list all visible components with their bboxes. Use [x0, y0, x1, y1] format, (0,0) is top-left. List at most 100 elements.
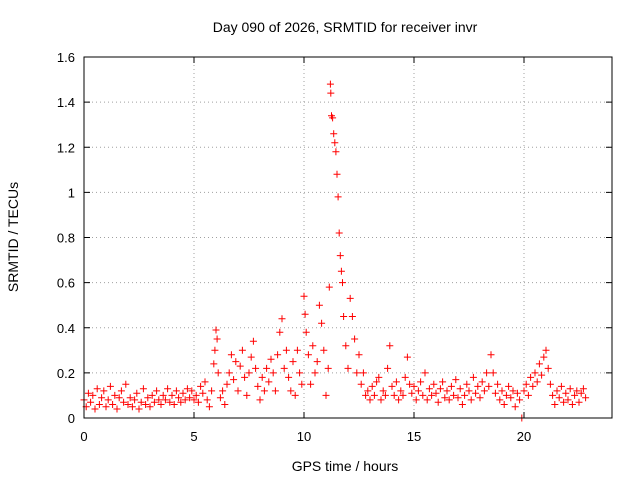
data-point	[301, 310, 309, 318]
data-point	[106, 382, 114, 390]
data-point	[478, 378, 486, 386]
data-point	[203, 396, 211, 404]
data-point	[406, 380, 414, 388]
data-point	[555, 394, 563, 402]
data-point	[579, 385, 587, 393]
data-point	[102, 403, 110, 411]
chart-title: Day 090 of 2026, SRMTID for receiver inv…	[213, 19, 478, 35]
data-point	[313, 358, 321, 366]
data-point	[399, 391, 407, 399]
data-point	[571, 391, 579, 399]
data-point	[351, 335, 359, 343]
data-point	[230, 376, 238, 384]
data-point	[335, 229, 343, 237]
data-point	[164, 385, 172, 393]
data-point	[507, 394, 515, 402]
plot-frame	[83, 56, 613, 419]
data-point	[166, 398, 174, 406]
data-point	[155, 396, 163, 404]
data-point	[333, 170, 341, 178]
data-point	[434, 398, 442, 406]
data-point	[179, 389, 187, 397]
data-point	[364, 387, 372, 395]
data-point	[241, 373, 249, 381]
data-point	[544, 364, 552, 372]
data-point	[245, 369, 253, 377]
data-point	[332, 148, 340, 156]
data-point	[447, 382, 455, 390]
data-point	[573, 387, 581, 395]
data-point	[91, 405, 99, 413]
data-point	[211, 346, 219, 354]
data-point	[379, 387, 387, 395]
data-point	[516, 396, 524, 404]
data-point	[117, 387, 125, 395]
data-point	[146, 403, 154, 411]
data-point	[135, 405, 143, 413]
data-point	[219, 387, 227, 395]
data-point	[562, 389, 570, 397]
data-point	[540, 353, 548, 361]
data-point	[397, 387, 405, 395]
data-point	[408, 389, 416, 397]
data-point	[100, 387, 108, 395]
data-point	[300, 292, 308, 300]
data-point	[177, 398, 185, 406]
data-point	[329, 114, 337, 122]
data-point	[236, 362, 244, 370]
data-point	[425, 385, 433, 393]
data-point	[331, 139, 339, 147]
data-point	[221, 401, 229, 408]
data-point	[377, 396, 385, 404]
data-point	[199, 389, 207, 397]
data-point	[104, 396, 112, 404]
data-point	[113, 405, 121, 413]
data-point	[265, 378, 273, 386]
data-point	[533, 378, 541, 386]
data-point	[109, 401, 117, 408]
data-point	[465, 387, 473, 395]
data-point	[509, 387, 517, 395]
data-point	[450, 391, 458, 399]
data-point	[491, 389, 499, 397]
data-point	[445, 396, 453, 404]
data-point	[421, 369, 429, 377]
data-point	[417, 378, 425, 386]
data-point	[120, 398, 128, 406]
data-point	[524, 391, 532, 399]
data-point	[474, 382, 482, 390]
data-point	[238, 346, 246, 354]
data-point	[263, 364, 271, 372]
x-tick-label: 10	[297, 429, 311, 444]
data-point	[131, 396, 139, 404]
data-point	[529, 382, 537, 390]
data-point	[153, 387, 161, 395]
data-point	[289, 358, 297, 366]
data-point	[225, 369, 233, 377]
data-point	[95, 401, 103, 408]
data-point	[336, 252, 344, 260]
y-tick-label: 0.2	[57, 366, 75, 381]
data-point	[291, 391, 299, 399]
data-point	[234, 387, 242, 395]
data-point	[194, 398, 202, 406]
data-point	[577, 389, 585, 397]
data-point	[373, 378, 381, 386]
data-point	[502, 391, 510, 399]
data-point	[370, 391, 378, 399]
data-point	[142, 401, 150, 408]
data-point	[307, 380, 315, 388]
data-point	[362, 391, 370, 399]
data-point	[357, 380, 365, 388]
data-point	[334, 193, 342, 201]
data-point	[216, 394, 224, 402]
data-point	[172, 387, 180, 395]
data-point	[296, 369, 304, 377]
data-point	[309, 342, 317, 350]
data-point	[282, 346, 290, 354]
data-point	[276, 328, 284, 336]
y-tick-label: 1	[68, 185, 75, 200]
data-point	[443, 387, 451, 395]
data-point	[157, 401, 165, 408]
data-point	[232, 358, 240, 366]
